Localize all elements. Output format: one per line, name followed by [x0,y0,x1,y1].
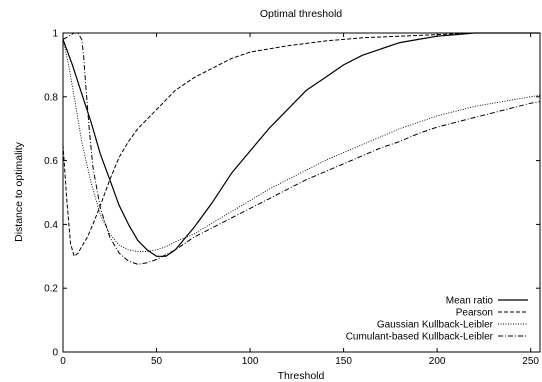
y-tick-label: 0.4 [44,220,58,231]
x-axis-label: Threshold [278,370,325,382]
series-line-1 [62,32,540,257]
legend-label: Gaussian Kullback-Leibler [377,320,494,331]
y-tick-label: 1 [52,29,58,40]
y-axis-label: Distance to optimality [13,141,25,242]
plot-frame [62,32,541,353]
y-tick-label: 0 [52,348,58,359]
x-tick-label: 100 [242,356,259,367]
series-line-2 [62,32,540,257]
series-lines [62,32,541,265]
y-tick-label: 0.2 [44,284,58,295]
y-tick-label: 0.8 [44,92,58,103]
x-tick-label: 150 [335,356,352,367]
x-tick-label: 200 [429,356,446,367]
x-tick-label: 250 [522,356,539,367]
x-tick-label: 0 [60,356,66,367]
series-line-3 [62,39,541,252]
legend-label: Cumulant-based Kullback-Leibler [346,332,494,343]
chart-title: Optimal threshold [260,8,342,20]
x-tick-label: 50 [151,356,163,367]
y-tick-label: 0.6 [44,156,58,167]
legend-label: Pearson [456,308,493,319]
legend-label: Mean ratio [446,296,494,307]
series-line-4 [62,32,541,265]
